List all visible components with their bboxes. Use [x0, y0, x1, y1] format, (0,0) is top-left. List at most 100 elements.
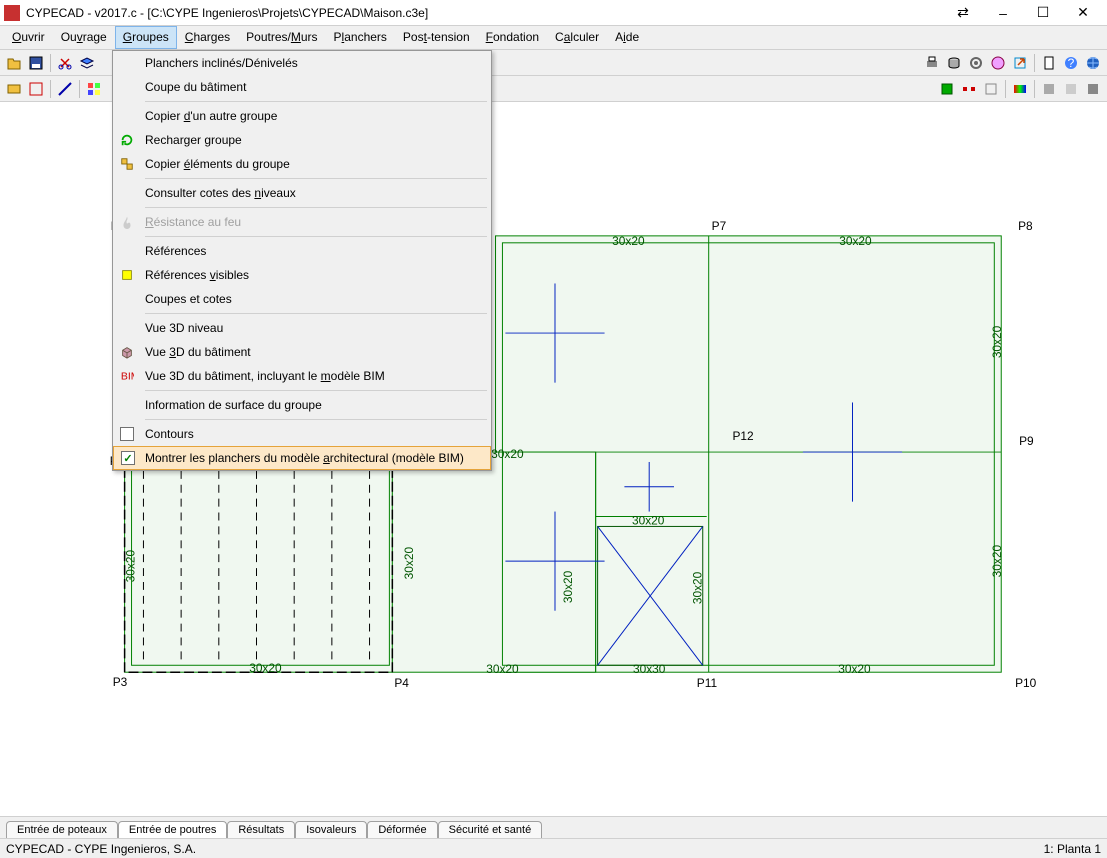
dropdown-label: Information de surface du groupe	[145, 398, 322, 412]
tool-icon-a1[interactable]	[4, 79, 24, 99]
tab-entr-e-de-poutres[interactable]: Entrée de poutres	[118, 821, 227, 838]
tool-icon-r2[interactable]	[959, 79, 979, 99]
dropdown-label: Contours	[145, 427, 194, 441]
menu-ouvrir[interactable]: Ouvrir	[4, 26, 53, 49]
help-icon[interactable]: ?	[1061, 53, 1081, 73]
swap-icon[interactable]: ⇄	[943, 0, 983, 26]
tool-icon-gray2[interactable]	[1061, 79, 1081, 99]
tool-icon-gradient[interactable]	[1010, 79, 1030, 99]
dropdown-item-16[interactable]: Vue 3D du bâtiment	[113, 340, 491, 364]
tab-s-curit--et-sant-[interactable]: Sécurité et santé	[438, 821, 543, 838]
dropdown-item-15[interactable]: Vue 3D niveau	[113, 316, 491, 340]
dropdown-item-13[interactable]: Coupes et cotes	[113, 287, 491, 311]
close-button[interactable]: ✕	[1063, 0, 1103, 26]
refresh-icon	[119, 132, 135, 148]
svg-text:P12: P12	[732, 429, 754, 443]
save-icon[interactable]	[26, 53, 46, 73]
svg-text:30x20: 30x20	[838, 662, 871, 676]
fire-icon	[119, 214, 135, 230]
svg-text:30x20: 30x20	[486, 662, 519, 676]
svg-text:30x20: 30x20	[691, 571, 705, 604]
window-controls: ⇄ – ☐ ✕	[943, 0, 1103, 26]
tool-icon-r3[interactable]	[981, 79, 1001, 99]
svg-text:P4: P4	[394, 676, 409, 690]
tab-d-form-e[interactable]: Déformée	[367, 821, 437, 838]
svg-text:?: ?	[1068, 56, 1075, 70]
dropdown-label: Vue 3D du bâtiment	[145, 345, 251, 359]
dropdown-item-12[interactable]: Références visibles	[113, 263, 491, 287]
svg-text:30x20: 30x20	[839, 234, 872, 248]
menu-lanchers[interactable]: Planchers	[326, 26, 395, 49]
dropdown-item-9: Résistance au feu	[113, 210, 491, 234]
menu-alculer[interactable]: Calculer	[547, 26, 607, 49]
palette-icon[interactable]	[988, 53, 1008, 73]
tool-icon-gray1[interactable]	[1039, 79, 1059, 99]
dropdown-label: Planchers inclinés/Dénivelés	[145, 56, 298, 70]
svg-text:P8: P8	[1018, 219, 1033, 233]
drum-icon[interactable]	[944, 53, 964, 73]
svg-text:30x20: 30x20	[491, 447, 524, 461]
minimize-button[interactable]: –	[983, 0, 1023, 26]
titlebar: CYPECAD - v2017.c - [C:\CYPE Ingenieros\…	[0, 0, 1107, 26]
menu-charges[interactable]: Charges	[177, 26, 238, 49]
dropdown-item-5[interactable]: Copier éléments du groupe	[113, 152, 491, 176]
svg-text:P10: P10	[1015, 676, 1037, 690]
dropdown-label: Montrer les planchers du modèle architec…	[145, 451, 464, 465]
tab-entr-e-de-poteaux[interactable]: Entrée de poteaux	[6, 821, 118, 838]
dropdown-item-7[interactable]: Consulter cotes des niveaux	[113, 181, 491, 205]
cube-icon	[119, 344, 135, 360]
menu-groupes[interactable]: Groupes	[115, 26, 177, 49]
dropdown-item-4[interactable]: Recharger groupe	[113, 128, 491, 152]
scissors-icon[interactable]	[55, 53, 75, 73]
svg-text:30x20: 30x20	[632, 513, 665, 527]
svg-text:30x20: 30x20	[990, 545, 1004, 578]
svg-text:30x30: 30x30	[633, 662, 666, 676]
dropdown-item-17[interactable]: BIMVue 3D du bâtiment, incluyant le modè…	[113, 364, 491, 388]
menu-ttension[interactable]: Post-tension	[395, 26, 478, 49]
tab-isovaleurs[interactable]: Isovaleurs	[295, 821, 367, 838]
menu-ide[interactable]: Aide	[607, 26, 647, 49]
print-icon[interactable]	[922, 53, 942, 73]
tool-icon-b1[interactable]	[55, 79, 75, 99]
menubar: OuvrirOuvrageGroupesChargesPoutres/MursP…	[0, 26, 1107, 50]
dropdown-label: Références visibles	[145, 268, 249, 282]
menu-fondation[interactable]: Fondation	[478, 26, 547, 49]
dropdown-item-1[interactable]: Coupe du bâtiment	[113, 75, 491, 99]
dropdown-item-21[interactable]: Contours	[113, 422, 491, 446]
maximize-button[interactable]: ☐	[1023, 0, 1063, 26]
menu-murs[interactable]: Poutres/Murs	[238, 26, 325, 49]
dropdown-label: Coupe du bâtiment	[145, 80, 246, 94]
svg-text:P3: P3	[113, 675, 128, 689]
svg-text:30x20: 30x20	[561, 570, 575, 603]
bim-icon: BIM	[119, 368, 135, 384]
tool-icon-a2[interactable]	[26, 79, 46, 99]
menu-vrage[interactable]: Ouvrage	[53, 26, 115, 49]
tool-icon-r1[interactable]	[937, 79, 957, 99]
dropdown-item-3[interactable]: Copier d'un autre groupe	[113, 104, 491, 128]
dropdown-label: Consulter cotes des niveaux	[145, 186, 296, 200]
svg-text:P9: P9	[1019, 434, 1034, 448]
status-left: CYPECAD - CYPE Ingenieros, S.A.	[6, 842, 1044, 856]
tool-icon-c1[interactable]	[84, 79, 104, 99]
dropdown-item-0[interactable]: Planchers inclinés/Dénivelés	[113, 51, 491, 75]
dropdown-label: Vue 3D niveau	[145, 321, 223, 335]
open-icon[interactable]	[4, 53, 24, 73]
status-right: 1: Planta 1	[1044, 842, 1101, 856]
tab-r-sultats[interactable]: Résultats	[227, 821, 295, 838]
external-icon[interactable]	[1010, 53, 1030, 73]
svg-text:30x20: 30x20	[249, 661, 282, 675]
new-doc-icon[interactable]	[1039, 53, 1059, 73]
dropdown-label: Coupes et cotes	[145, 292, 232, 306]
dropdown-label: Références	[145, 244, 206, 258]
tool-icon-gray3[interactable]	[1083, 79, 1103, 99]
globe-icon[interactable]	[1083, 53, 1103, 73]
bottom-tabs: Entrée de poteauxEntrée de poutresRésult…	[0, 816, 1107, 838]
svg-text:30x20: 30x20	[124, 550, 138, 583]
dropdown-label: Copier d'un autre groupe	[145, 109, 277, 123]
dropdown-item-11[interactable]: Références	[113, 239, 491, 263]
dropdown-item-19[interactable]: Information de surface du groupe	[113, 393, 491, 417]
layers-icon[interactable]	[77, 53, 97, 73]
gear-icon[interactable]	[966, 53, 986, 73]
dropdown-item-22[interactable]: Montrer les planchers du modèle architec…	[113, 446, 491, 470]
groupes-dropdown: Planchers inclinés/Dénivelés Coupe du bât…	[112, 50, 492, 471]
